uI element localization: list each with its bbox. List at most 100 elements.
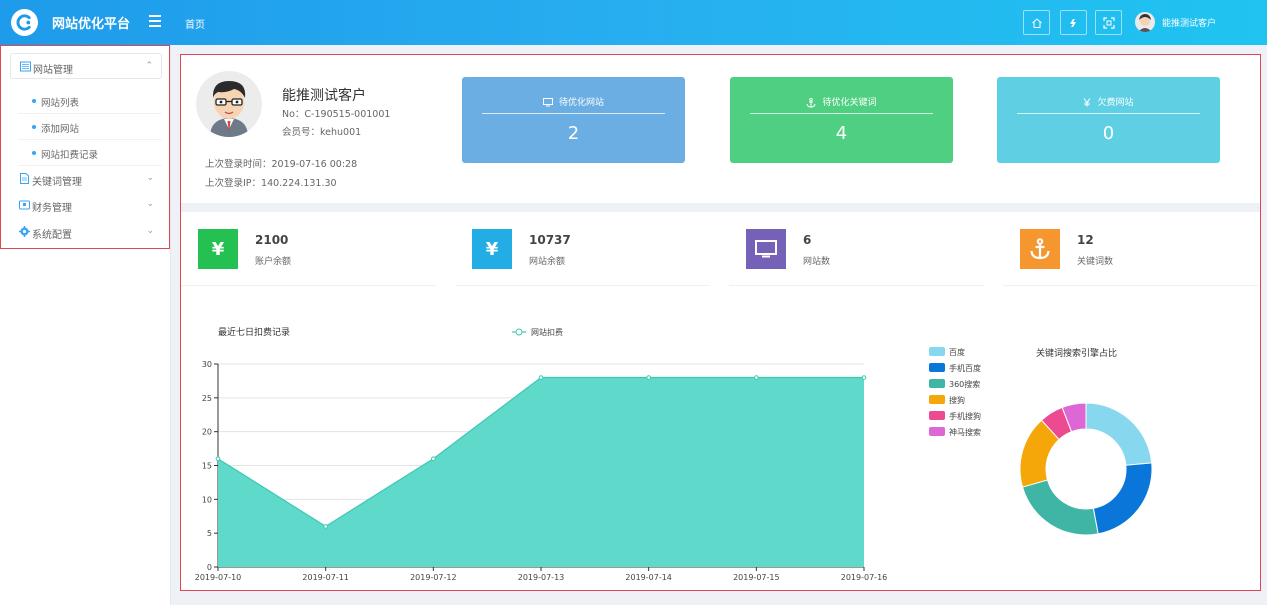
app-title: 网站优化平台 [52, 17, 131, 32]
mini-card-site-count: 6 网站数 [729, 212, 984, 286]
chevron-down-icon: ⌄ [146, 199, 154, 209]
x-tick-label: 2019-07-14 [625, 573, 672, 582]
data-point [215, 456, 221, 462]
chevron-down-icon: ⌄ [146, 226, 154, 236]
nav-home-link[interactable]: 首页 [185, 20, 205, 31]
anchor-icon [806, 97, 816, 108]
yen-icon [1084, 98, 1091, 107]
legend-label: 手机搜狗 [949, 411, 981, 421]
donut-slice [1021, 479, 1099, 536]
line-chart-title: 最近七日扣费记录 [218, 326, 290, 338]
profile-avatar [196, 71, 262, 137]
sidebar-item-add-site[interactable]: 添加网站 [18, 114, 162, 140]
line-chart-legend: 网站扣费 [512, 327, 563, 337]
wallet-icon [19, 200, 30, 210]
mini-card-label: 账户余额 [255, 257, 292, 267]
sidebar-group-site-management[interactable]: 网站管理 ⌃ [10, 53, 162, 79]
mini-card-value: 6 [803, 233, 812, 247]
profile-panel: 能推测试客户 No：C-190515-001001 会员号：kehu001 上次… [181, 55, 1260, 203]
legend-label: 手机百度 [949, 363, 981, 373]
stat-card-label: 待优化网站 [558, 98, 604, 108]
profile-member-id: 会员号：kehu001 [282, 127, 362, 138]
x-tick-label: 2019-07-10 [195, 573, 242, 582]
y-tick-label: 20 [202, 428, 212, 437]
refresh-icon[interactable] [1060, 10, 1087, 35]
data-point [754, 375, 759, 380]
anchor-icon [1020, 229, 1060, 269]
legend-swatch [929, 395, 945, 404]
mini-card-value: 12 [1077, 233, 1094, 247]
bullet-icon [32, 151, 36, 155]
sidebar-group-finance-management[interactable]: 财务管理 ⌄ [10, 199, 162, 214]
sidebar-item-label: 添加网站 [41, 124, 80, 135]
x-tick-label: 2019-07-11 [302, 573, 349, 582]
stat-card-arrears-sites[interactable]: 欠费网站 0 [997, 77, 1220, 163]
legend-label: 搜狗 [949, 395, 965, 405]
sidebar-item-label: 网站列表 [41, 98, 80, 109]
donut-slice [1061, 402, 1087, 433]
mini-card-label: 网站数 [803, 257, 831, 267]
dashboard-main: 能推测试客户 No：C-190515-001001 会员号：kehu001 上次… [180, 54, 1261, 591]
user-avatar[interactable] [1135, 12, 1155, 32]
deduction-area-chart: 最近七日扣费记录 网站扣费 0 5 10 15 20 25 30 2019-07-10 2019… [195, 326, 888, 582]
y-tick-label: 10 [202, 495, 212, 504]
last-login-ip: 上次登录IP：140.224.131.30 [205, 178, 337, 189]
data-point [431, 456, 436, 462]
mini-card-label: 关键词数 [1077, 257, 1114, 267]
donut-chart-title: 关键词搜索引擎占比 [1036, 347, 1117, 359]
stat-card-value: 2 [567, 123, 580, 144]
line-chart-legend-label: 网站扣费 [531, 327, 563, 337]
legend-label: 360搜索 [949, 379, 980, 389]
x-tick-label: 2019-07-13 [518, 573, 565, 582]
document-icon [20, 173, 29, 184]
top-header: 网站优化平台 首页 能推测试客户 [0, 0, 1267, 45]
monitor-icon [542, 98, 553, 107]
sidebar: 网站管理 ⌃ 网站列表 添加网站 网站扣费记录 关键词管理 ⌄ 财务管理 ⌄ 系… [0, 45, 171, 605]
data-point [323, 524, 328, 529]
legend-swatch [929, 347, 945, 356]
profile-name: 能推测试客户 [282, 88, 366, 104]
mini-card-site-balance: ¥ 10737 网站余额 [455, 212, 710, 286]
last-login-time: 上次登录时间：2019-07-16 00:28 [205, 159, 358, 170]
stat-card-value: 4 [835, 123, 848, 144]
sidebar-group-label: 系统配置 [32, 230, 72, 241]
x-tick-label: 2019-07-16 [841, 573, 888, 582]
legend-swatch [929, 427, 945, 436]
y-tick-label: 25 [202, 394, 212, 403]
stat-card-label: 欠费网站 [1097, 98, 1134, 108]
stat-card-pending-keywords[interactable]: 待优化关键词 4 [730, 77, 953, 163]
legend-swatch [929, 411, 945, 420]
mini-card-value: 10737 [529, 233, 571, 247]
menu-toggle-icon[interactable] [149, 12, 165, 32]
legend-swatch [929, 379, 945, 388]
bullet-icon [32, 99, 36, 103]
list-icon [20, 61, 31, 72]
monitor-icon [746, 229, 786, 269]
sidebar-item-charge-records[interactable]: 网站扣费记录 [18, 140, 162, 166]
yen-icon: ¥ [198, 229, 238, 269]
sidebar-item-site-list[interactable]: 网站列表 [18, 88, 162, 114]
stat-card-pending-sites[interactable]: 待优化网站 2 [462, 77, 685, 163]
donut-slice [1092, 462, 1153, 535]
header-user-name[interactable]: 能推测试客户 [1162, 19, 1217, 29]
home-icon[interactable] [1023, 10, 1050, 35]
chevron-up-icon: ⌃ [145, 61, 153, 71]
sidebar-group-keyword-management[interactable]: 关键词管理 ⌄ [10, 173, 162, 188]
section-divider [181, 203, 1260, 212]
mini-card-label: 网站余额 [529, 257, 566, 267]
y-tick-label: 0 [207, 563, 212, 572]
sidebar-group-system-config[interactable]: 系统配置 ⌄ [10, 226, 162, 241]
legend-label: 百度 [949, 347, 965, 357]
x-tick-label: 2019-07-12 [410, 573, 457, 582]
x-tick-label: 2019-07-15 [733, 573, 780, 582]
sidebar-group-label: 关键词管理 [32, 177, 82, 188]
fullscreen-icon[interactable] [1095, 10, 1122, 35]
sidebar-group-label: 网站管理 [33, 65, 73, 76]
donut-slice [1085, 402, 1153, 466]
legend-swatch [929, 363, 945, 372]
stat-card-value: 0 [1102, 123, 1115, 144]
data-point [538, 375, 544, 380]
sidebar-menu: 网站管理 ⌃ 网站列表 添加网站 网站扣费记录 关键词管理 ⌄ 财务管理 ⌄ 系… [0, 45, 170, 249]
gear-icon [19, 226, 30, 237]
